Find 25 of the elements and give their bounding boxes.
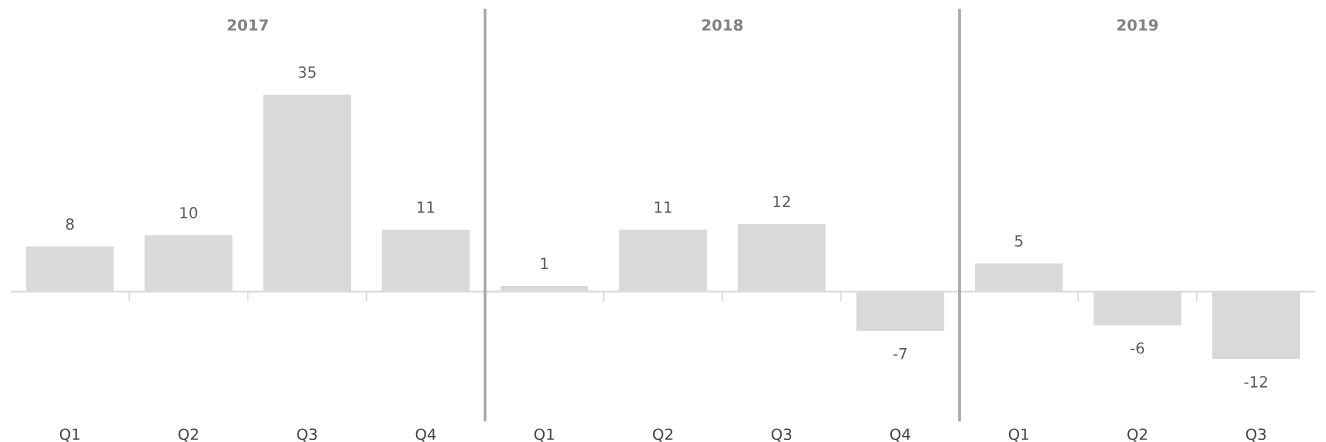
- x-tick-label: Q3: [297, 428, 317, 442]
- data-label: -12: [1244, 376, 1268, 388]
- data-label: 35: [298, 66, 316, 78]
- data-label: 8: [66, 218, 74, 230]
- data-label: 11: [654, 201, 672, 213]
- x-tick-label: Q1: [59, 428, 80, 442]
- data-label: -6: [1130, 342, 1145, 354]
- chart-title: 2017: [227, 19, 268, 31]
- x-tick-label: Q1: [1008, 428, 1029, 442]
- x-tick-label: Q2: [1127, 428, 1147, 442]
- data-label: 10: [180, 206, 198, 219]
- x-tick-label: Q2: [652, 428, 673, 442]
- data-label: -7: [893, 348, 907, 360]
- x-tick-label: Q4: [415, 428, 436, 442]
- data-label: 5: [1015, 235, 1023, 247]
- data-label: 12: [773, 195, 790, 208]
- x-tick-label: Q3: [1246, 428, 1266, 442]
- x-tick-label: Q3: [771, 428, 792, 442]
- data-label: 1: [541, 257, 548, 269]
- x-tick-label: Q4: [890, 428, 911, 442]
- data-label: 11: [417, 201, 435, 213]
- x-tick-label: Q1: [534, 428, 554, 442]
- chart-title: 2018: [702, 19, 743, 31]
- chart-title: 2019: [1117, 19, 1158, 31]
- x-tick-label: Q2: [178, 428, 198, 442]
